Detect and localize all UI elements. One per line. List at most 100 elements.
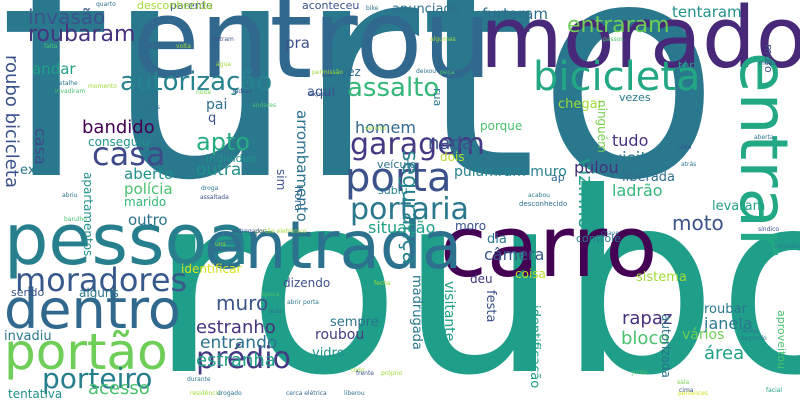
word-dia: pulamram muro bbox=[454, 164, 567, 180]
word-liberada: liberada bbox=[622, 170, 676, 185]
word-levou: segundo bbox=[741, 335, 767, 342]
word-roubou: dizendo bbox=[283, 276, 331, 290]
word-hora: apartamentos bbox=[81, 172, 95, 257]
word-estranho: estranho bbox=[196, 317, 276, 338]
word-dentro: dentro bbox=[4, 278, 181, 341]
word-furto: furto bbox=[0, 0, 721, 246]
word-agua: falta bbox=[44, 43, 58, 50]
word-entrando: entrando bbox=[200, 333, 278, 353]
word-tudo: tudo bbox=[612, 131, 649, 150]
word-invasao: invasão bbox=[28, 5, 106, 29]
word-atras: detalhe bbox=[55, 80, 78, 87]
word-conseguiu: marido bbox=[124, 195, 167, 209]
word-furto-small: levou bbox=[742, 328, 759, 335]
word-andares: noite bbox=[196, 89, 212, 96]
word-servico: ladrao bbox=[233, 88, 252, 95]
word-aconteceu: anunciado bbox=[392, 2, 460, 17]
word-ter: desconhecida bbox=[137, 0, 213, 12]
word-rapaz: rapaz bbox=[622, 308, 673, 329]
word-chave: quarto bbox=[96, 1, 116, 8]
word-portao: portão bbox=[4, 323, 168, 381]
word-varios: roubar bbox=[704, 302, 747, 317]
word-cima: fecha bbox=[374, 280, 391, 287]
word-simplesmente: assaltada bbox=[200, 194, 229, 201]
word-bike: volta bbox=[176, 43, 191, 50]
word-identificacao: madrugada bbox=[409, 275, 424, 350]
word-parente: aconteceu bbox=[302, 0, 360, 12]
word-entrar: entrar bbox=[725, 52, 800, 256]
word-ninguem: porque bbox=[480, 119, 523, 133]
word-moro: controle bbox=[576, 232, 621, 245]
word-homem: homem bbox=[355, 118, 416, 137]
word-droga: sido bbox=[679, 144, 692, 151]
word-moradores: moradores bbox=[15, 261, 188, 299]
word-junto: pertences bbox=[678, 390, 708, 397]
word-aberto: aberto bbox=[124, 165, 174, 183]
word-autorizacao: autorização bbox=[120, 67, 273, 97]
word-pai: rua bbox=[431, 88, 444, 107]
word-tentativa: invadiu bbox=[4, 329, 52, 344]
word-todo: sala bbox=[677, 379, 690, 386]
word-deu: vários bbox=[682, 327, 725, 343]
word-desconhecida: parente bbox=[170, 0, 213, 12]
word-frente: próprio bbox=[381, 370, 403, 377]
word-pulamram-muro: ninguém bbox=[595, 100, 609, 153]
word-area: área bbox=[704, 343, 745, 364]
word-ladrao-small: peça bbox=[440, 69, 455, 76]
word-janela: janela bbox=[704, 314, 753, 333]
word-furtaram: furtaram bbox=[482, 5, 548, 23]
word-individuo: conseguiu bbox=[88, 135, 150, 149]
word-entram: desconhecido bbox=[519, 200, 568, 208]
word-nada: nada bbox=[428, 133, 473, 154]
word-marido: hora bbox=[292, 186, 305, 211]
word-assalto: assalto bbox=[347, 73, 440, 103]
word-acesso: acesso bbox=[88, 378, 150, 399]
word-chegar: levaram bbox=[712, 199, 766, 214]
word-drogado: residência bbox=[190, 390, 221, 397]
word-outro: outro bbox=[128, 211, 168, 229]
word-nenhuma: acabou bbox=[528, 192, 550, 199]
word-liberou: abrir porta bbox=[287, 299, 319, 306]
word-lado: entregador bbox=[232, 228, 266, 235]
word-controle: coisa bbox=[515, 267, 546, 281]
word-facial: convidados bbox=[774, 243, 800, 250]
word-apto: apto bbox=[196, 128, 251, 156]
word-visita: visita bbox=[612, 149, 658, 169]
word-muita: serviço bbox=[365, 125, 387, 132]
word-sido: momento bbox=[88, 83, 117, 90]
word-dizendo: dia bbox=[487, 232, 507, 247]
word-madrugada: visitante bbox=[441, 281, 457, 342]
word-policia: polícia bbox=[124, 180, 173, 198]
word-andar: casa bbox=[31, 128, 50, 165]
word-acabou: frente bbox=[356, 370, 374, 377]
word-porteiro: porteiro bbox=[42, 362, 153, 395]
word-abrir-porta: lado bbox=[269, 308, 282, 315]
word-levaram: vez bbox=[340, 65, 361, 79]
word-fazer: uns bbox=[215, 241, 226, 248]
word-assaltada: atrás bbox=[681, 161, 697, 168]
word-pessoa: pessoa bbox=[4, 199, 251, 281]
word-cerca-eletrica: liberou bbox=[344, 390, 365, 397]
word-ap: ex bbox=[20, 163, 36, 178]
word-momento: deixou bbox=[416, 68, 437, 75]
word-quarto: andares bbox=[252, 102, 277, 109]
word-autorizada: identificação bbox=[527, 305, 542, 389]
word-camera: câmera bbox=[484, 245, 545, 264]
word-abriu: droga bbox=[201, 185, 219, 192]
word-invadiu: alguns bbox=[79, 286, 119, 300]
word-detalhe: exposo bbox=[309, 91, 331, 98]
word-barulho: aberta bbox=[754, 134, 774, 141]
word-noite: água bbox=[216, 61, 231, 68]
word-segundo: junto bbox=[632, 369, 648, 376]
word-sindico: época bbox=[261, 291, 280, 298]
word-convidados: síndico bbox=[758, 226, 780, 233]
word-veiculo: dois bbox=[440, 150, 465, 164]
word-portao-eletronico: chave bbox=[601, 230, 620, 237]
word-roubo-bicicleta: roubo bicicleta bbox=[1, 55, 22, 188]
word-ladrao: ladrão bbox=[612, 181, 663, 200]
word-pertences: facial bbox=[766, 387, 783, 394]
word-q: pai bbox=[206, 97, 228, 113]
word-sim: tentativa bbox=[8, 387, 63, 400]
word-carro: carro bbox=[440, 198, 658, 297]
